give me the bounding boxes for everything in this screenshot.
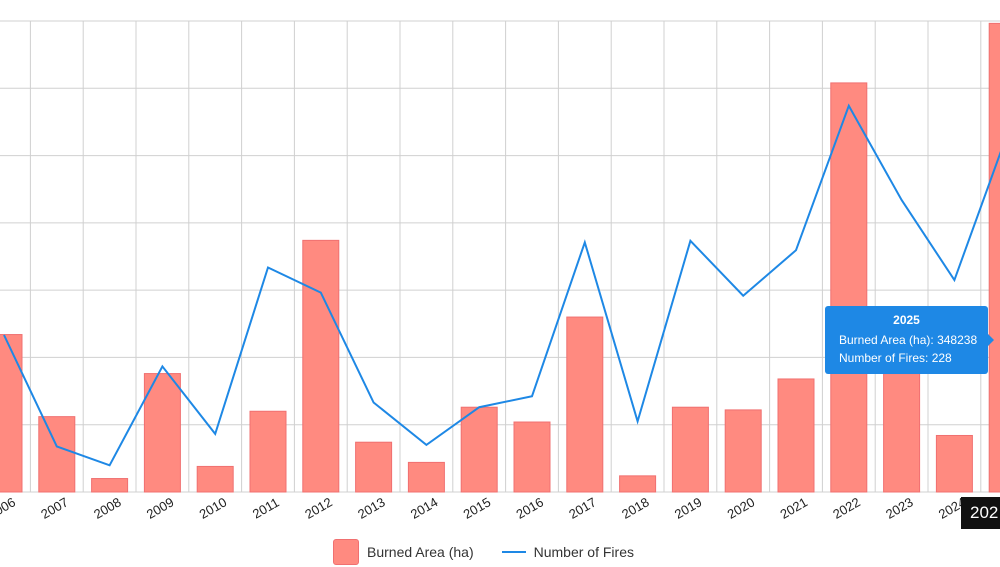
x-tick-2011: 2011 [250, 495, 282, 522]
legend-item-number-of-fires[interactable]: Number of Fires [501, 544, 634, 560]
x-tick-2015: 2015 [461, 494, 494, 521]
bar-2015 [460, 406, 498, 493]
x-tick-2008: 2008 [91, 494, 124, 521]
x-tick-2014: 2014 [408, 494, 441, 521]
line-layer [3, 103, 1000, 467]
bar-2006 [0, 334, 23, 493]
tooltip: 2025 Burned Area (ha): 348238 Number of … [825, 306, 994, 374]
tooltip-label-burned: Burned Area (ha): [839, 333, 934, 347]
tooltip-title: 2025 [893, 313, 920, 327]
x-tick-2009: 2009 [144, 494, 177, 521]
bar-2020 [724, 409, 762, 493]
tooltip-value-fires: 228 [931, 351, 952, 365]
x-tick-2023: 2023 [883, 494, 916, 521]
grid-layer [0, 20, 1000, 493]
legend-label-number-of-fires: Number of Fires [533, 544, 634, 560]
bar-2008 [91, 478, 129, 493]
x-tick-2022: 2022 [830, 494, 863, 521]
bar-2012 [302, 239, 340, 493]
x-tick-2019: 2019 [672, 494, 705, 521]
bar-layer [0, 22, 1000, 493]
bar-2017 [566, 316, 604, 493]
x-tick-2006: 2006 [0, 494, 18, 521]
x-tick-2021: 2021 [777, 494, 810, 521]
bar-2019 [671, 406, 709, 493]
bar-2013 [355, 441, 393, 493]
x-tick-2020: 2020 [725, 494, 758, 521]
bar-2014 [407, 461, 445, 493]
x-tick-2007: 2007 [38, 494, 71, 521]
legend-swatch-line [501, 551, 526, 553]
legend-item-burned-area[interactable]: Burned Area (ha) [333, 539, 474, 565]
bar-2010 [196, 465, 234, 493]
x-tick-2013: 2013 [355, 494, 388, 521]
legend: Burned Area (ha) Number of Fires [333, 538, 634, 566]
bar-2024 [935, 434, 973, 493]
bar-2023 [883, 373, 921, 493]
legend-label-burned-area: Burned Area (ha) [367, 544, 474, 560]
tooltip-value-burned: 348238 [937, 333, 978, 347]
bar-2022 [830, 82, 868, 493]
axis-crosshair-badge: 202 [961, 497, 1000, 529]
bar-2007 [38, 416, 76, 493]
bar-2009 [143, 373, 181, 493]
tooltip-row-fires: Number of Fires: 228 [839, 351, 974, 365]
bar-2025 [988, 22, 1000, 493]
bar-2016 [513, 421, 551, 493]
tooltip-row-burned: Burned Area (ha): 348238 [839, 333, 978, 347]
line-number-of-fires [3, 103, 1000, 467]
bar-2018 [619, 475, 657, 493]
x-tick-2016: 2016 [513, 494, 546, 521]
x-tick-2012: 2012 [302, 494, 335, 521]
legend-swatch-bar [333, 539, 359, 565]
x-tick-2017: 2017 [566, 494, 599, 521]
x-tick-2018: 2018 [619, 494, 652, 521]
bar-2011 [249, 410, 287, 493]
x-tick-layer: 2006 2007 2008 2009 2010 2011 2012 2013 2014 2015… [0, 494, 968, 521]
tooltip-label-fires: Number of Fires: [839, 351, 929, 365]
bar-2021 [777, 378, 815, 493]
x-tick-2010: 2010 [197, 494, 230, 521]
